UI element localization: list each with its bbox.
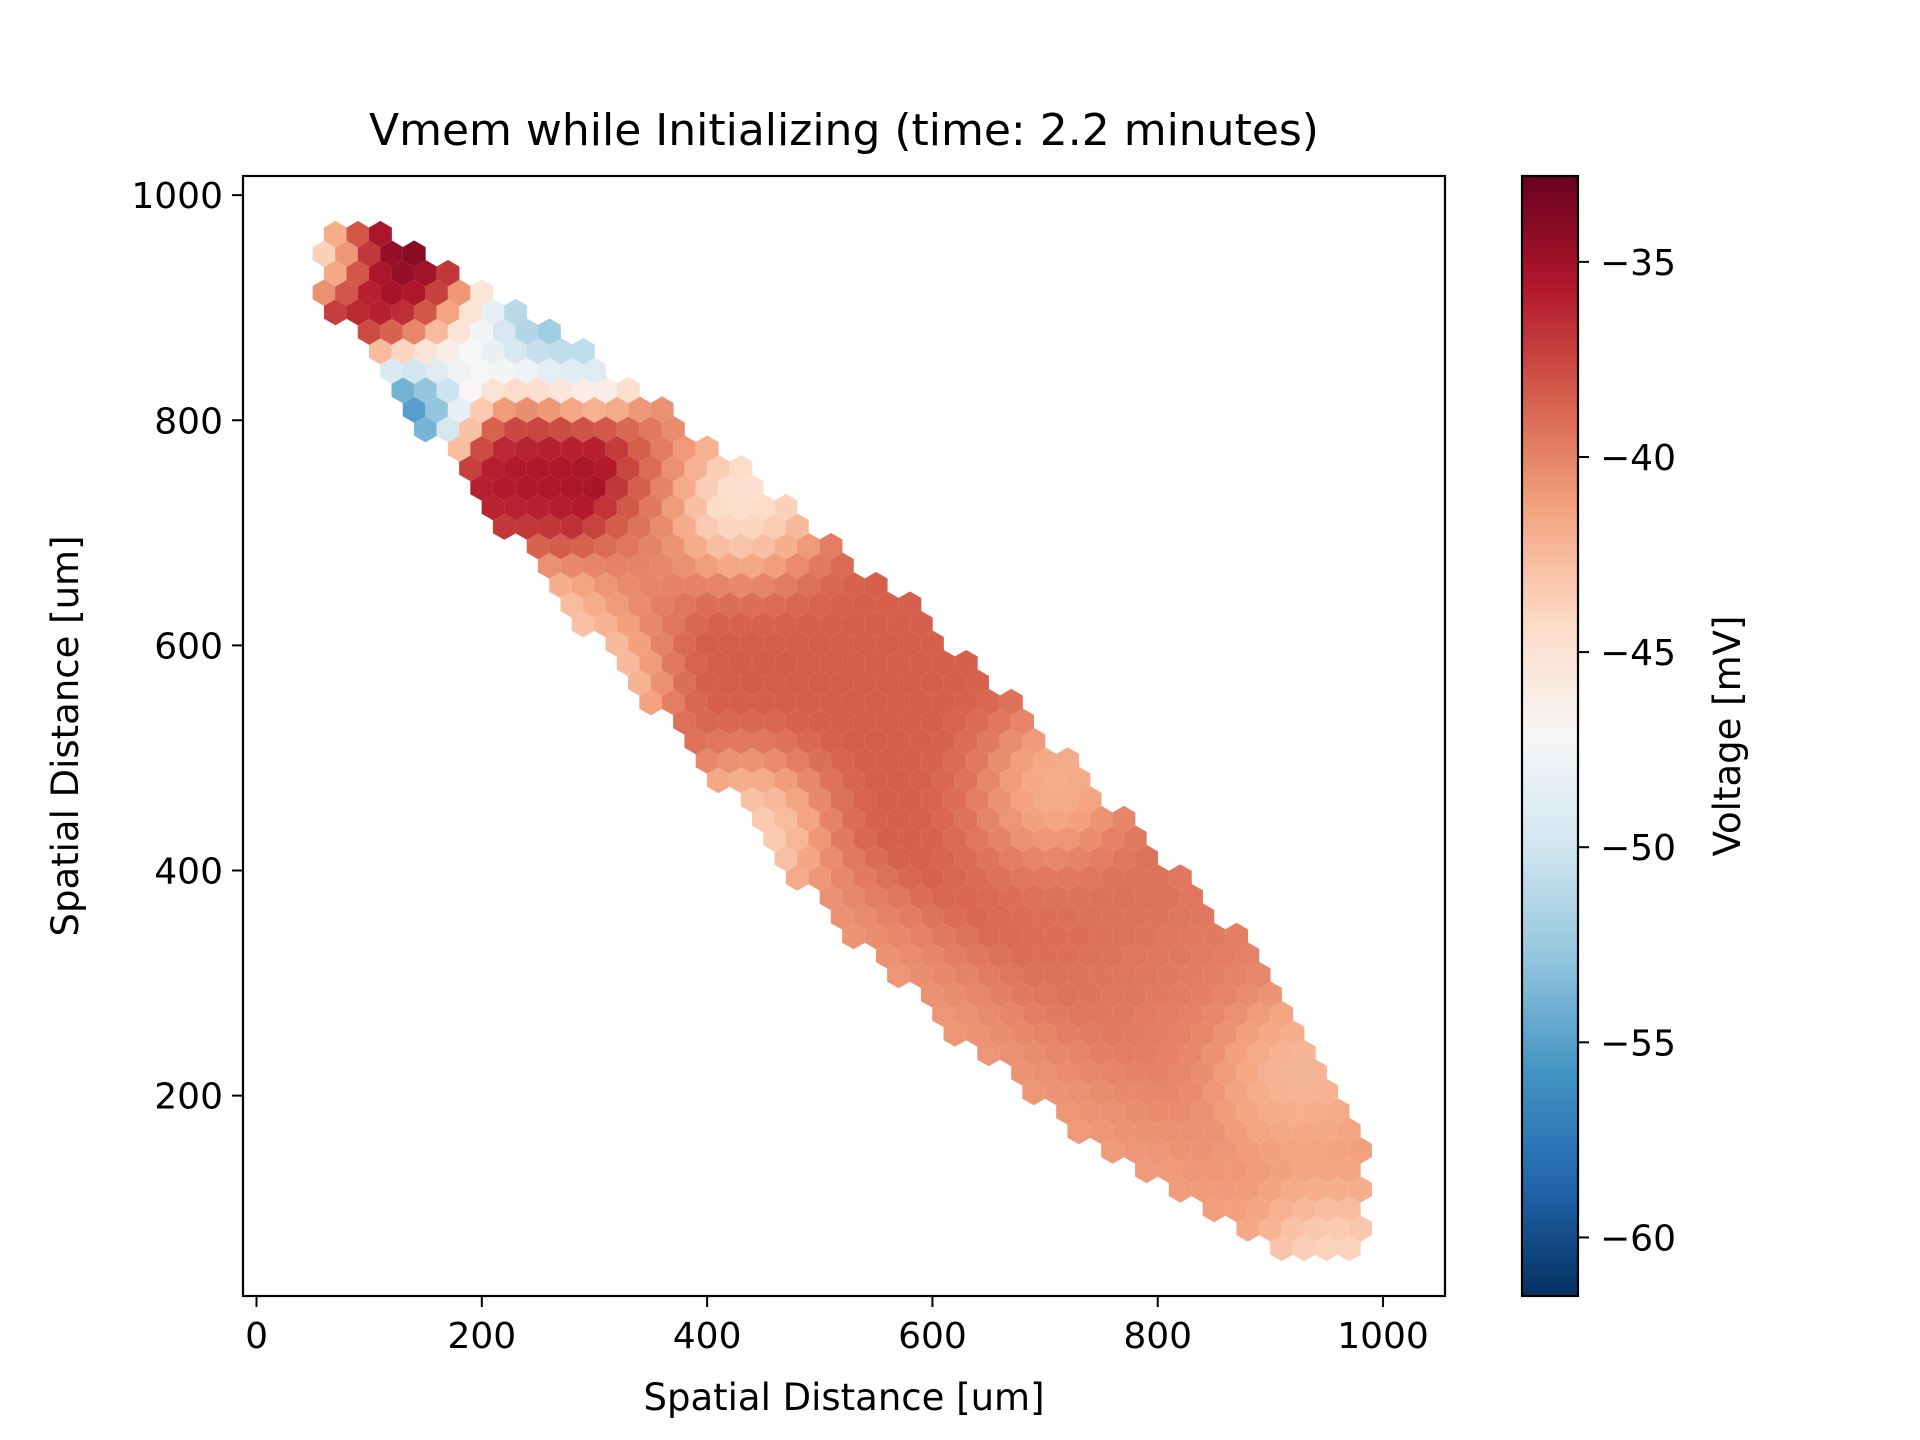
y-tick-label: 1000 bbox=[131, 176, 223, 217]
y-tick-label: 600 bbox=[154, 626, 223, 667]
hex-cell bbox=[864, 571, 888, 599]
colorbar-tick-label: −35 bbox=[1600, 243, 1676, 284]
hex-cell bbox=[695, 435, 719, 463]
x-tick-label: 600 bbox=[898, 1316, 967, 1357]
colorbar-tick-label: −45 bbox=[1600, 633, 1676, 674]
x-axis: 0 200 400 600 800 1000 bbox=[245, 1296, 1429, 1357]
y-tick-label: 400 bbox=[154, 852, 223, 893]
hex-cell bbox=[954, 649, 979, 677]
colorbar-tick-label: −60 bbox=[1600, 1218, 1676, 1259]
hex-cell bbox=[616, 376, 641, 404]
hex-cell bbox=[368, 220, 393, 248]
x-axis-title: Spatial Distance [um] bbox=[643, 1376, 1044, 1419]
colorbar bbox=[1520, 174, 1580, 1298]
y-axis: 200 400 600 800 1000 bbox=[131, 176, 243, 1118]
hex-cell bbox=[1055, 746, 1080, 775]
x-tick-label: 200 bbox=[447, 1316, 516, 1357]
x-tick-label: 0 bbox=[245, 1316, 268, 1357]
hex-cell bbox=[503, 298, 528, 326]
colorbar-tick-label: −55 bbox=[1600, 1023, 1676, 1064]
hex-cell bbox=[650, 396, 674, 424]
x-tick-label: 400 bbox=[673, 1316, 742, 1357]
y-tick-label: 200 bbox=[154, 1077, 223, 1118]
hex-cell bbox=[774, 493, 798, 521]
hex-cell bbox=[898, 591, 922, 619]
x-tick-label: 800 bbox=[1123, 1316, 1192, 1357]
hex-cell bbox=[999, 688, 1024, 716]
hex-cell bbox=[436, 259, 460, 287]
hex-cell bbox=[1168, 863, 1193, 892]
colorbar-tick-label: −50 bbox=[1600, 828, 1676, 869]
hex-cell bbox=[469, 279, 494, 307]
colorbar-title: Voltage [mV] bbox=[1706, 616, 1749, 857]
y-axis-title: Spatial Distance [um] bbox=[44, 535, 87, 936]
hex-cell bbox=[1112, 805, 1136, 833]
hex-cell-layer bbox=[312, 220, 1373, 1262]
colorbar-tick-label: −40 bbox=[1600, 438, 1676, 479]
hex-cell bbox=[1224, 922, 1249, 950]
chart-title: Vmem while Initializing (time: 2.2 minut… bbox=[369, 105, 1319, 156]
plot-area-frame bbox=[241, 174, 1447, 1298]
hex-cell bbox=[402, 240, 427, 268]
hex-cell bbox=[819, 532, 843, 560]
hex-cell bbox=[537, 318, 562, 346]
colorbar-axis: −35 −40 −45 −50 −55 −60 bbox=[1578, 243, 1676, 1259]
hex-cell bbox=[571, 337, 596, 365]
y-tick-label: 800 bbox=[154, 401, 223, 442]
hex-cell bbox=[729, 454, 753, 482]
x-tick-label: 1000 bbox=[1337, 1316, 1429, 1357]
